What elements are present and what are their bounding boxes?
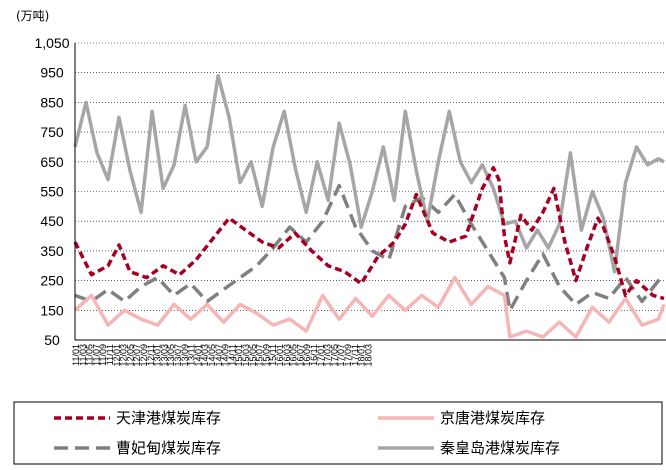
x-tick-label: 13/11 <box>187 344 197 366</box>
y-tick-label: 250 <box>40 273 64 289</box>
legend-label-3: 秦皇岛港煤炭库存 <box>440 439 560 457</box>
y-tick-label: 850 <box>40 94 64 110</box>
x-tick-label: 12/07 <box>132 344 142 367</box>
x-tick-label: 17/11 <box>350 344 360 366</box>
x-tick-label: 11/05 <box>85 344 95 366</box>
x-tick-label: 15/11 <box>268 344 278 366</box>
x-tick-label: 16/11 <box>309 344 319 366</box>
x-tick-label: 11/01 <box>71 344 81 366</box>
series-line-0 <box>73 165 665 301</box>
legend-label-2: 曹妃甸煤炭库存 <box>116 439 221 457</box>
x-tick-label: 16/01 <box>275 344 285 367</box>
x-tick-label: 15/01 <box>234 344 244 367</box>
series-line-3 <box>73 73 665 274</box>
x-tick-label: 14/11 <box>227 344 237 366</box>
x-tick-label: 11/11 <box>105 344 115 365</box>
y-tick-label: 350 <box>40 243 64 259</box>
x-tick-label: 13/03 <box>159 344 169 367</box>
y-tick-label: 950 <box>40 65 64 81</box>
x-tick-label: 17/01 <box>316 344 326 367</box>
x-tick-label: 18/01 <box>357 344 367 367</box>
x-tick-label: 15/03 <box>241 344 251 367</box>
x-tick-label: 17/03 <box>323 344 333 367</box>
y-tick-label: 50 <box>44 332 60 348</box>
x-tick-label: 12/03 <box>119 344 129 367</box>
x-tick-label: 17/07 <box>336 344 346 367</box>
y-tick-labels: 1,050 950 850 750 650 550 450 350 250 150 50 <box>34 35 69 348</box>
x-tick-label: 12/11 <box>146 344 156 366</box>
x-tick-label: 14/09 <box>221 344 231 367</box>
x-tick-label: 12/05 <box>125 344 135 367</box>
y-tick-label: 650 <box>40 154 64 170</box>
x-tick-label: 13/09 <box>180 344 190 367</box>
legend-box <box>13 401 663 465</box>
x-tick-label: 14/07 <box>214 344 224 367</box>
x-tick-label: 17/05 <box>329 344 339 367</box>
y-unit-label: (万吨) <box>16 9 49 23</box>
x-tick-label: 17/09 <box>343 344 353 367</box>
x-tick-label: 13/01 <box>153 344 163 367</box>
x-tick-label: 14/01 <box>193 344 203 367</box>
x-tick-label: 15/07 <box>255 344 265 367</box>
legend-label-0: 天津港煤炭库存 <box>116 409 221 427</box>
y-tick-label: 750 <box>40 124 64 140</box>
series-lines <box>73 73 666 339</box>
y-tick-label: 550 <box>40 184 64 200</box>
series-line-2 <box>74 183 665 313</box>
series-line-1 <box>73 275 666 339</box>
y-tick-label: 1,050 <box>34 35 69 51</box>
x-tick-label: 14/03 <box>200 344 210 367</box>
x-tick-label: 12/01 <box>112 344 122 367</box>
x-tick-label: 13/07 <box>173 344 183 367</box>
x-tick-labels: 11/0111/0311/0511/0711/0911/1112/0112/03… <box>71 344 373 367</box>
x-tick-label: 11/03 <box>78 344 88 366</box>
y-tick-label: 150 <box>40 302 64 318</box>
legend-label-1: 京唐港煤炭库存 <box>440 409 545 427</box>
x-tick-label: 13/05 <box>166 344 176 367</box>
y-tick-label: 450 <box>40 213 64 229</box>
x-tick-label: 16/09 <box>302 344 312 367</box>
x-tick-label: 11/09 <box>98 344 108 366</box>
x-tick-label: 16/03 <box>282 344 292 367</box>
x-tick-label: 11/07 <box>91 344 101 366</box>
x-tick-label: 14/05 <box>207 344 217 367</box>
x-tick-label: 18/03 <box>363 344 373 367</box>
x-tick-label: 16/05 <box>289 344 299 367</box>
x-tick-label: 12/09 <box>139 344 149 367</box>
x-tick-label: 16/07 <box>295 344 305 367</box>
x-tick-label: 15/09 <box>261 344 271 367</box>
x-tick-label: 15/05 <box>248 344 258 367</box>
